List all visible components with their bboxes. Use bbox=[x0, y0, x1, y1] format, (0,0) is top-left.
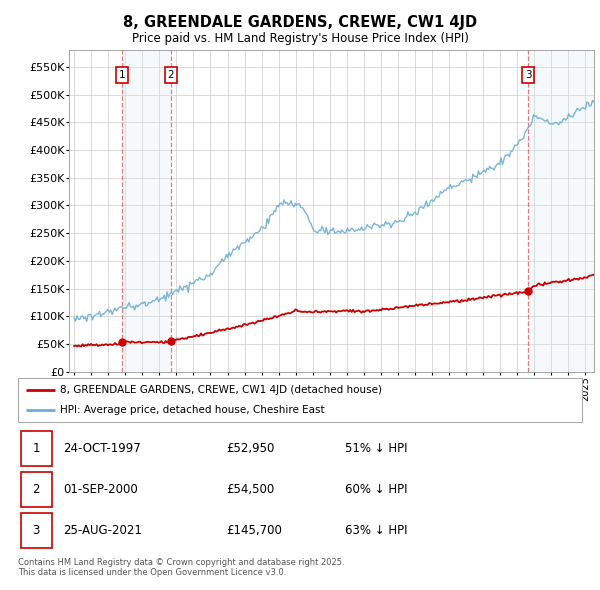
Text: 24-OCT-1997: 24-OCT-1997 bbox=[63, 442, 141, 455]
Text: 01-SEP-2000: 01-SEP-2000 bbox=[63, 483, 138, 496]
Text: Contains HM Land Registry data © Crown copyright and database right 2025.
This d: Contains HM Land Registry data © Crown c… bbox=[18, 558, 344, 577]
Text: 1: 1 bbox=[32, 442, 40, 455]
Text: Price paid vs. HM Land Registry's House Price Index (HPI): Price paid vs. HM Land Registry's House … bbox=[131, 32, 469, 45]
Text: 8, GREENDALE GARDENS, CREWE, CW1 4JD (detached house): 8, GREENDALE GARDENS, CREWE, CW1 4JD (de… bbox=[60, 385, 382, 395]
Text: 51% ↓ HPI: 51% ↓ HPI bbox=[345, 442, 407, 455]
Bar bbox=[21, 431, 52, 466]
Text: 60% ↓ HPI: 60% ↓ HPI bbox=[345, 483, 407, 496]
Text: 8, GREENDALE GARDENS, CREWE, CW1 4JD: 8, GREENDALE GARDENS, CREWE, CW1 4JD bbox=[123, 15, 477, 30]
Text: 3: 3 bbox=[525, 70, 532, 80]
Bar bbox=[21, 473, 52, 507]
Bar bbox=[21, 513, 52, 548]
Text: 63% ↓ HPI: 63% ↓ HPI bbox=[345, 524, 407, 537]
Bar bbox=[529, 50, 594, 372]
Text: 25-AUG-2021: 25-AUG-2021 bbox=[63, 524, 142, 537]
Text: £54,500: £54,500 bbox=[227, 483, 275, 496]
FancyBboxPatch shape bbox=[18, 378, 582, 422]
Text: 2: 2 bbox=[32, 483, 40, 496]
Text: £52,950: £52,950 bbox=[227, 442, 275, 455]
Text: HPI: Average price, detached house, Cheshire East: HPI: Average price, detached house, Ches… bbox=[60, 405, 325, 415]
Text: 1: 1 bbox=[119, 70, 125, 80]
Text: 3: 3 bbox=[32, 524, 40, 537]
Text: £145,700: £145,700 bbox=[227, 524, 283, 537]
Bar bbox=[122, 50, 171, 372]
Text: 2: 2 bbox=[167, 70, 174, 80]
